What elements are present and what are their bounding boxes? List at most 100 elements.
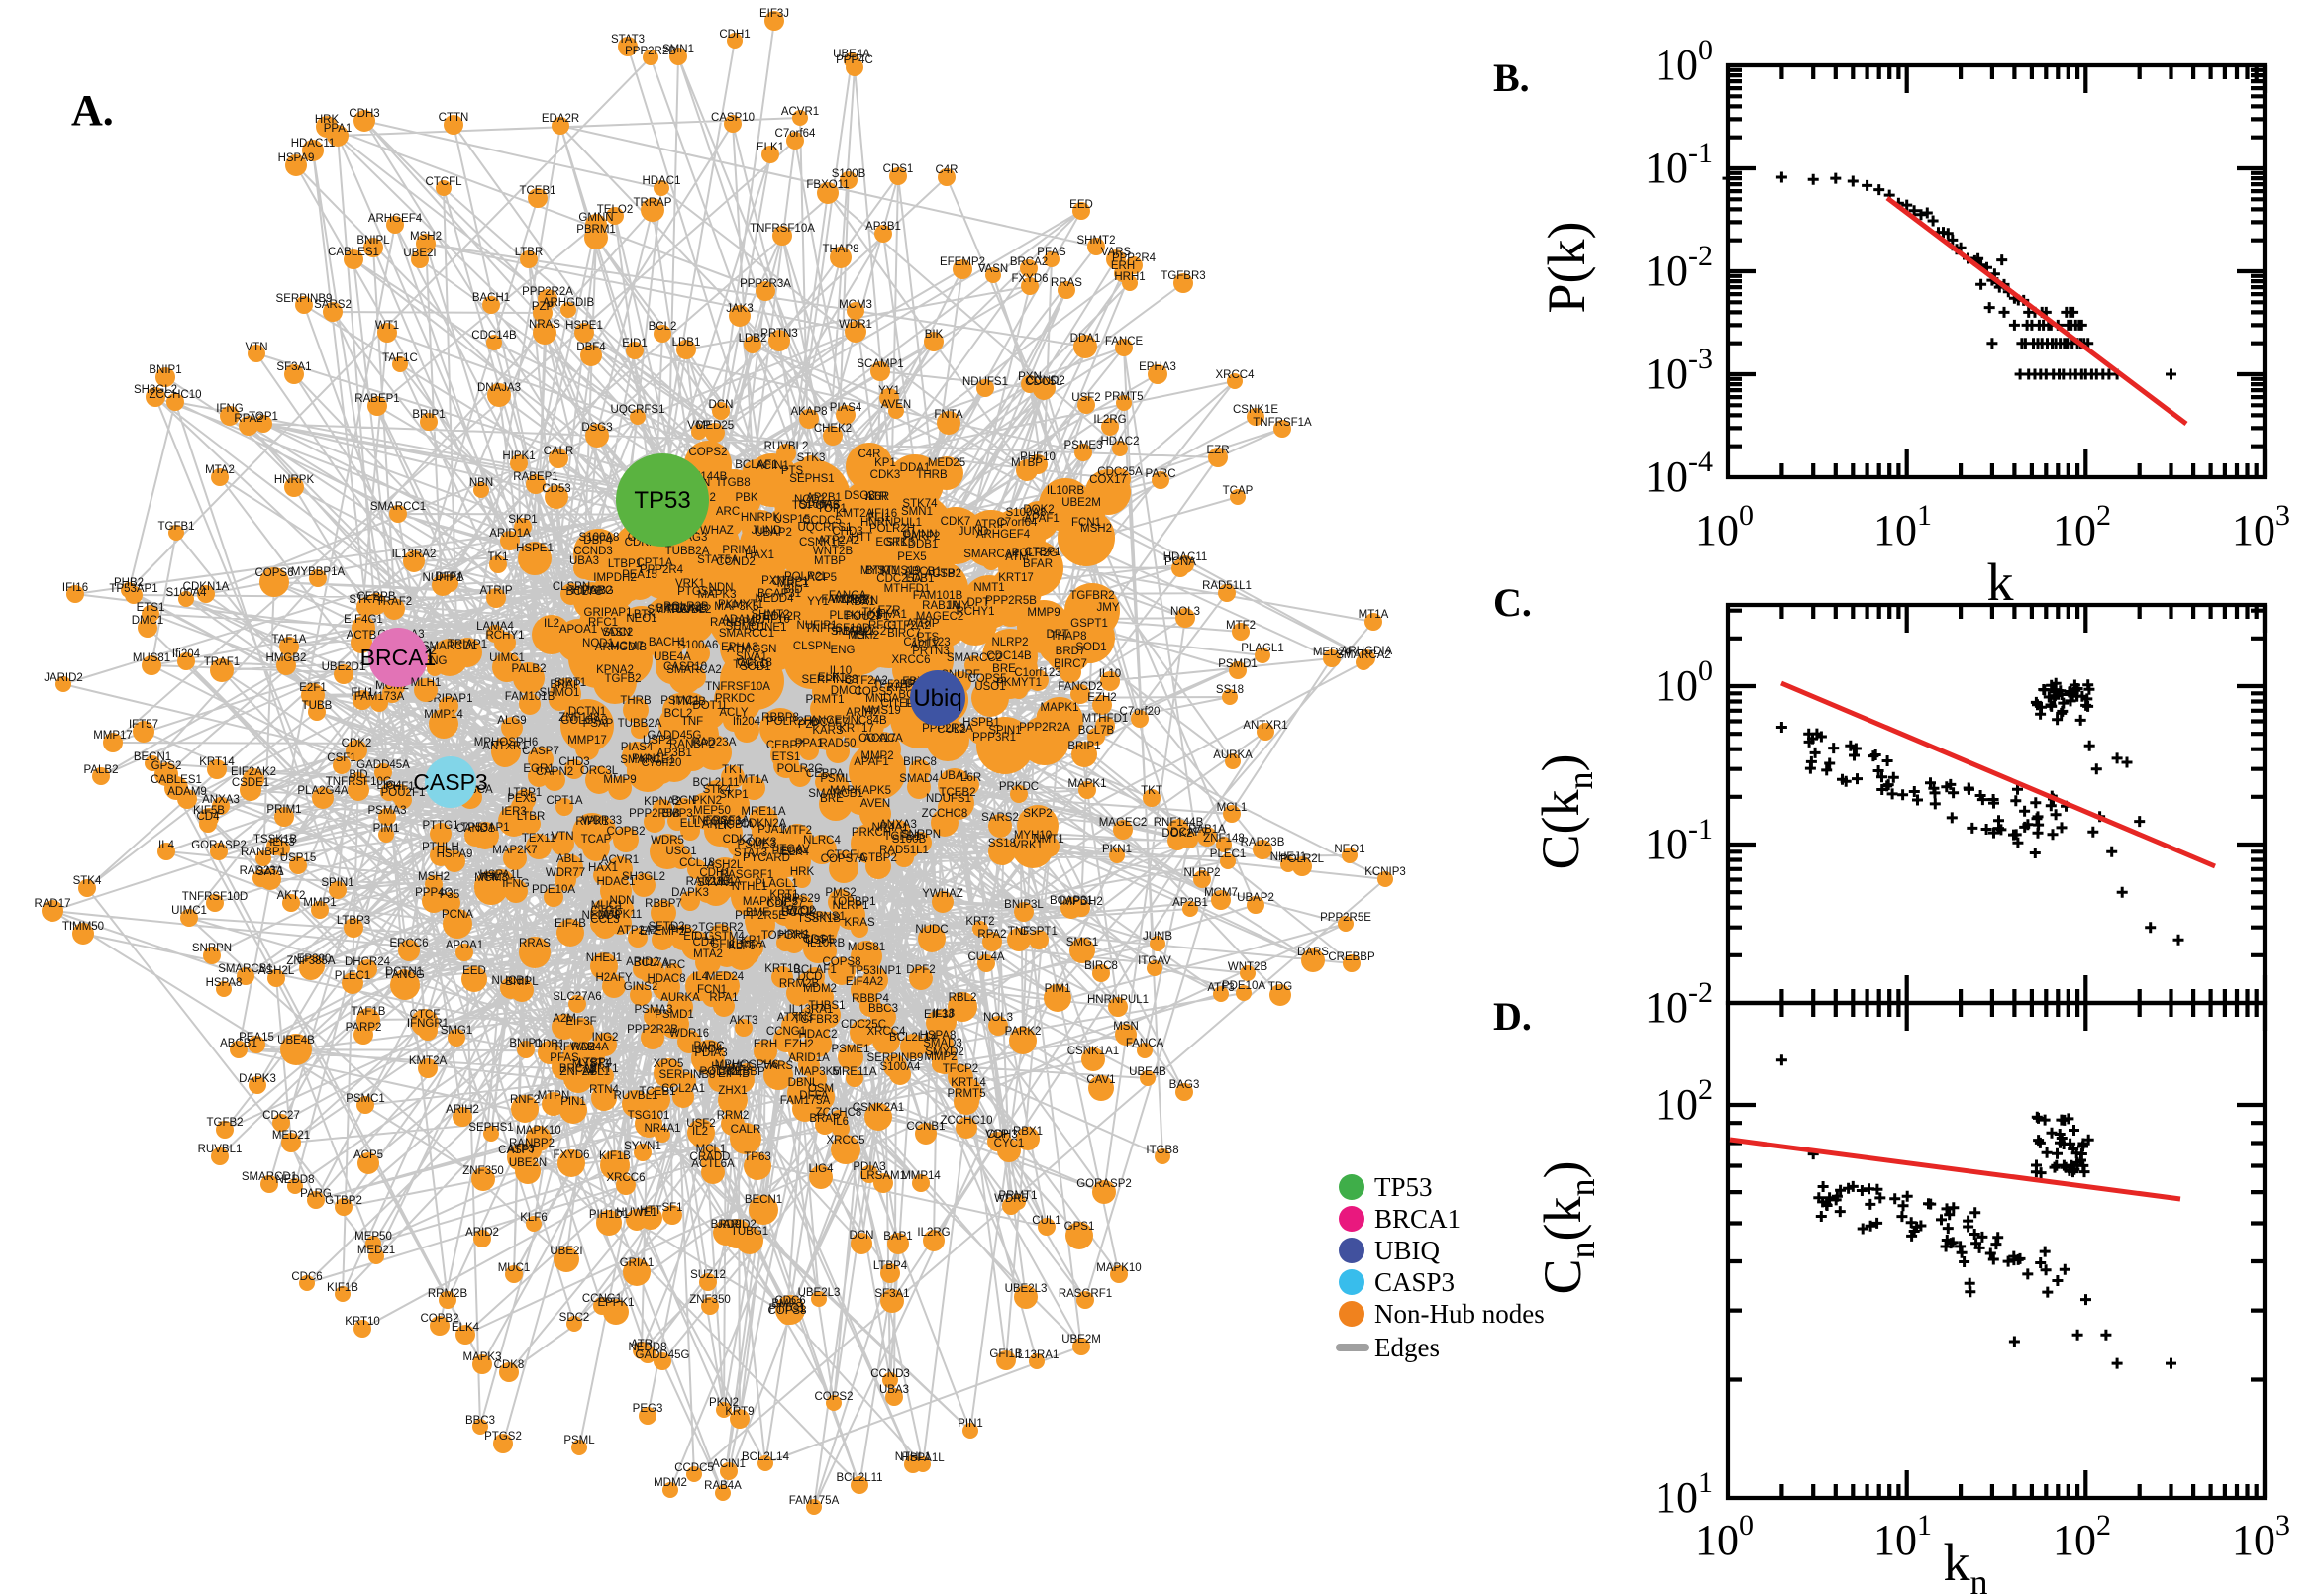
svg-text:PIN1: PIN1 bbox=[560, 1096, 586, 1108]
svg-text:COPS5: COPS5 bbox=[855, 686, 893, 698]
svg-text:MYST1: MYST1 bbox=[572, 1058, 610, 1070]
svg-text:JARID2: JARID2 bbox=[44, 672, 83, 684]
svg-text:ACP5: ACP5 bbox=[807, 572, 837, 584]
svg-text:PHB2: PHB2 bbox=[114, 577, 144, 589]
svg-text:DPF2: DPF2 bbox=[906, 964, 935, 976]
svg-text:PKN2: PKN2 bbox=[709, 1397, 739, 1409]
svg-text:BRCA2: BRCA2 bbox=[1010, 256, 1048, 268]
svg-text:DSG3: DSG3 bbox=[581, 422, 612, 434]
svg-text:NDN: NDN bbox=[610, 895, 635, 907]
svg-text:ARHGEF4: ARHGEF4 bbox=[368, 213, 423, 225]
svg-text:101: 101 bbox=[1655, 1466, 1713, 1522]
svg-text:STAT3: STAT3 bbox=[734, 848, 767, 859]
svg-text:TGFBR3: TGFBR3 bbox=[793, 1014, 838, 1026]
svg-text:NLRP2: NLRP2 bbox=[991, 637, 1028, 648]
svg-text:IER3: IER3 bbox=[501, 806, 527, 818]
svg-text:BRAP: BRAP bbox=[809, 1113, 841, 1125]
svg-text:ANTXR1: ANTXR1 bbox=[1243, 720, 1287, 732]
svg-text:FAM175A: FAM175A bbox=[789, 1495, 840, 1507]
svg-text:MDM2: MDM2 bbox=[803, 983, 837, 995]
svg-text:PPP2R2B: PPP2R2B bbox=[625, 46, 676, 57]
svg-text:TCEB2: TCEB2 bbox=[939, 787, 975, 799]
svg-text:ACACA: ACACA bbox=[863, 733, 903, 745]
svg-text:DFFA: DFFA bbox=[435, 571, 464, 583]
svg-text:ADAM9: ADAM9 bbox=[722, 614, 761, 626]
svg-text:MYH10: MYH10 bbox=[1014, 830, 1052, 842]
svg-text:PPA1: PPA1 bbox=[324, 123, 353, 135]
svg-text:KMT2A: KMT2A bbox=[409, 1055, 448, 1067]
svg-text:STK3: STK3 bbox=[886, 537, 915, 549]
svg-text:PPP2R5E: PPP2R5E bbox=[1320, 912, 1371, 924]
svg-text:ALG9: ALG9 bbox=[497, 715, 526, 727]
svg-text:IL10RA: IL10RA bbox=[729, 940, 767, 951]
svg-text:PEA15: PEA15 bbox=[239, 1032, 274, 1044]
svg-text:MUC1: MUC1 bbox=[591, 900, 624, 912]
svg-text:103: 103 bbox=[2232, 1509, 2290, 1564]
svg-text:GTF2A2: GTF2A2 bbox=[845, 675, 887, 687]
svg-text:FCN1: FCN1 bbox=[1071, 517, 1101, 529]
svg-text:HDAC2: HDAC2 bbox=[1101, 436, 1140, 448]
svg-text:CASP10: CASP10 bbox=[711, 112, 755, 124]
svg-text:RAB1A: RAB1A bbox=[1188, 824, 1226, 836]
svg-text:CTBP1: CTBP1 bbox=[771, 576, 808, 588]
svg-text:NHEJ1: NHEJ1 bbox=[1270, 851, 1306, 863]
svg-text:IL2RG: IL2RG bbox=[917, 1227, 950, 1239]
svg-text:101: 101 bbox=[1873, 499, 1932, 554]
svg-text:ITM2B: ITM2B bbox=[672, 696, 706, 708]
svg-text:ITGAV: ITGAV bbox=[1138, 955, 1171, 967]
svg-text:SF1: SF1 bbox=[661, 1202, 682, 1214]
svg-text:CDC27: CDC27 bbox=[766, 898, 804, 910]
svg-text:EIF3F: EIF3F bbox=[565, 1016, 596, 1028]
svg-text:MTA2: MTA2 bbox=[205, 464, 235, 476]
svg-text:RUVBL1: RUVBL1 bbox=[198, 1144, 243, 1155]
svg-text:HSPB1: HSPB1 bbox=[962, 717, 1000, 729]
svg-text:SOD1: SOD1 bbox=[740, 661, 770, 673]
svg-text:MCM3: MCM3 bbox=[839, 299, 872, 311]
svg-text:STK4: STK4 bbox=[73, 875, 102, 887]
svg-text:PARK2: PARK2 bbox=[1005, 1026, 1042, 1038]
svg-text:VRK1: VRK1 bbox=[675, 578, 705, 590]
svg-text:COPS8: COPS8 bbox=[823, 956, 861, 968]
svg-text:KRT10: KRT10 bbox=[345, 1316, 380, 1328]
svg-text:ATR: ATR bbox=[631, 1339, 653, 1350]
svg-text:WT1: WT1 bbox=[787, 906, 811, 918]
svg-text:MEP50: MEP50 bbox=[354, 1231, 392, 1243]
svg-text:NHEJ1: NHEJ1 bbox=[586, 952, 622, 964]
svg-text:UQCRFS1: UQCRFS1 bbox=[798, 522, 853, 534]
svg-text:RFC1: RFC1 bbox=[588, 617, 618, 629]
svg-text:CDC25C: CDC25C bbox=[841, 1019, 886, 1031]
svg-text:SOD1: SOD1 bbox=[1075, 642, 1106, 653]
svg-text:TNFRSF10D: TNFRSF10D bbox=[182, 891, 248, 903]
svg-text:PHB2: PHB2 bbox=[668, 924, 698, 936]
svg-text:SEPHS1: SEPHS1 bbox=[789, 473, 834, 485]
svg-text:ANTXR1: ANTXR1 bbox=[482, 741, 527, 752]
svg-text:ASH2L: ASH2L bbox=[258, 965, 295, 977]
svg-text:MMP14: MMP14 bbox=[424, 709, 463, 721]
svg-text:MCL1: MCL1 bbox=[696, 1144, 727, 1155]
svg-text:UBAP2: UBAP2 bbox=[755, 527, 792, 539]
svg-text:PXN: PXN bbox=[1018, 371, 1042, 383]
svg-text:HSPA8: HSPA8 bbox=[206, 977, 243, 989]
svg-text:TGFB1: TGFB1 bbox=[157, 521, 194, 533]
svg-text:NEO1: NEO1 bbox=[626, 613, 656, 625]
svg-text:WDR16: WDR16 bbox=[669, 1028, 709, 1040]
svg-text:PRTN3: PRTN3 bbox=[760, 328, 798, 340]
svg-text:PIH1D1: PIH1D1 bbox=[589, 1209, 629, 1221]
svg-text:RRAS: RRAS bbox=[519, 938, 551, 949]
svg-text:IL4: IL4 bbox=[158, 840, 175, 851]
svg-text:CEBPA: CEBPA bbox=[806, 768, 844, 780]
svg-text:LTBP4: LTBP4 bbox=[578, 1057, 613, 1069]
svg-text:ETS1: ETS1 bbox=[137, 602, 165, 614]
svg-text:GTF2A2: GTF2A2 bbox=[887, 620, 930, 632]
svg-text:WT1: WT1 bbox=[375, 320, 399, 332]
svg-text:TNFRSF10C: TNFRSF10C bbox=[326, 776, 391, 788]
svg-text:TCEB1: TCEB1 bbox=[639, 1086, 675, 1098]
svg-text:PRMT5: PRMT5 bbox=[1105, 391, 1144, 403]
svg-text:ARHGDIB: ARHGDIB bbox=[543, 297, 595, 309]
svg-text:BBC3: BBC3 bbox=[465, 1415, 495, 1427]
svg-text:COPS2: COPS2 bbox=[689, 447, 728, 458]
svg-text:TNFRSF1A: TNFRSF1A bbox=[1253, 417, 1312, 429]
svg-text:ING2: ING2 bbox=[592, 1032, 619, 1044]
svg-text:HNRNPUL1: HNRNPUL1 bbox=[860, 517, 922, 529]
svg-text:MCM7: MCM7 bbox=[610, 641, 644, 652]
